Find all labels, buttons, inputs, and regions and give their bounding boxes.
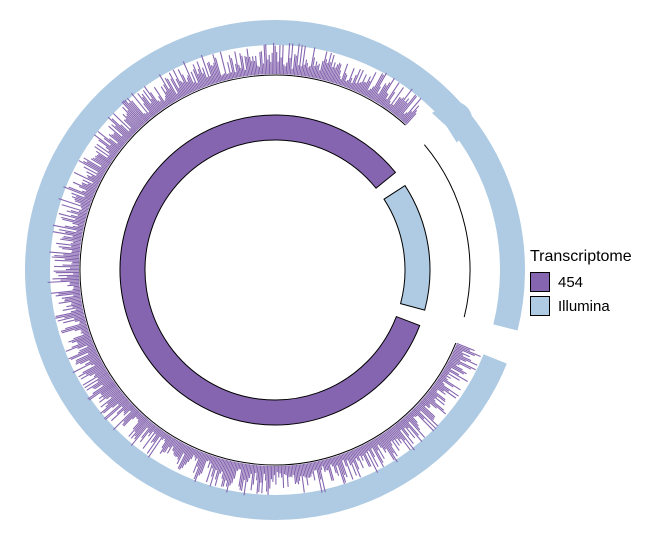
legend-swatch (530, 296, 550, 316)
data-bar (270, 466, 271, 489)
data-bar (236, 72, 237, 78)
data-bar (264, 63, 265, 74)
inner-ring-segment (120, 115, 420, 425)
data-bar (269, 55, 270, 74)
data-bar (258, 66, 259, 75)
data-bar (74, 286, 80, 287)
data-bar (292, 69, 293, 75)
data-bar (289, 58, 290, 75)
data-bar (63, 255, 79, 256)
data-bar (285, 466, 286, 475)
legend-item: 454 (530, 272, 632, 292)
data-bar (290, 465, 291, 476)
data-bar (70, 283, 80, 284)
data-bar (292, 465, 293, 475)
data-bar (73, 288, 79, 289)
data-bar (279, 45, 280, 74)
legend-item: Illumina (530, 296, 632, 316)
data-bar (251, 465, 252, 474)
outer-ring-segment (25, 20, 507, 520)
data-bar (259, 67, 260, 75)
data-bar (268, 466, 269, 495)
data-bar (417, 406, 438, 426)
data-bar (71, 247, 80, 248)
data-bar (288, 466, 289, 478)
data-bar (239, 463, 240, 469)
data-bar (245, 70, 246, 76)
data-bar (67, 285, 79, 286)
legend-swatch (530, 272, 550, 292)
data-bar (286, 63, 287, 75)
data-bar (73, 294, 80, 295)
data-bar (76, 231, 82, 232)
data-bar (297, 65, 298, 75)
data-bar (240, 463, 241, 469)
legend-label: Illumina (558, 298, 610, 315)
data-bar (73, 242, 81, 243)
data-bar (58, 275, 79, 276)
data-bar (265, 466, 266, 481)
legend-label: 454 (558, 274, 583, 291)
data-bar (55, 260, 79, 261)
guide-ring-arc (424, 145, 470, 318)
data-bar (65, 259, 80, 260)
data-bar (72, 251, 80, 252)
data-bar (256, 465, 257, 473)
data-bar (61, 279, 80, 280)
data-bar (261, 466, 262, 483)
data-bar (71, 252, 79, 253)
data-bar (70, 282, 80, 283)
data-bar (53, 278, 80, 279)
chart-stage: Transcriptome 454 Illumina (0, 0, 660, 540)
inner-ring-segment (384, 186, 430, 311)
legend-title: Transcriptome (530, 248, 632, 266)
data-bar (300, 66, 301, 75)
data-bar (283, 466, 284, 488)
data-bar (148, 432, 165, 457)
outer-ring-segment (452, 116, 525, 330)
data-bar (282, 45, 283, 74)
data-bar (267, 466, 268, 492)
data-bar (291, 465, 292, 477)
data-bar (73, 289, 80, 290)
legend: Transcriptome 454 Illumina (530, 248, 632, 320)
